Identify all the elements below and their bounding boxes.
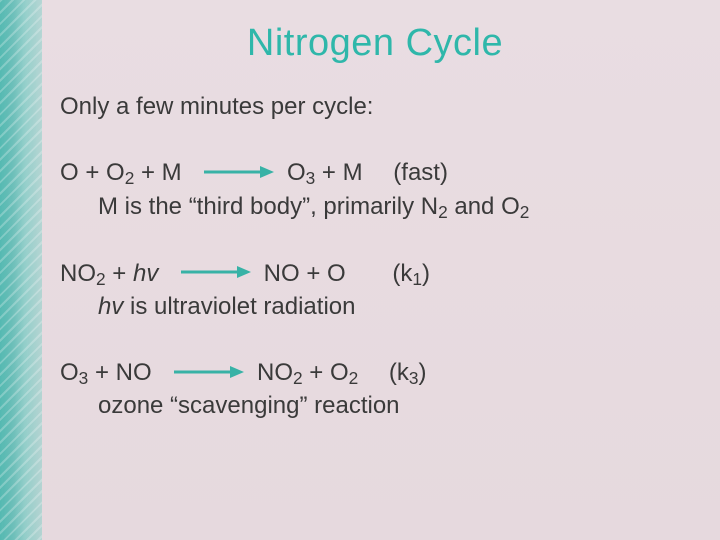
reaction-3-note: ozone “scavenging” reaction	[60, 390, 690, 422]
reaction-1-equation: O + O2 + M O3 + M (fast)	[60, 157, 690, 190]
reaction-1-rate: (fast)	[393, 159, 448, 186]
slide-content: Nitrogen Cycle Only a few minutes per cy…	[60, 0, 690, 457]
reaction-2-note: hv is ultraviolet radiation	[60, 291, 690, 323]
reaction-2-equation: NO2 + hv NO + O (k1)	[60, 258, 690, 291]
reaction-2: NO2 + hv NO + O (k1) hv is ultraviolet r…	[60, 258, 690, 324]
left-decorative-strip	[0, 0, 42, 540]
reaction-1-lhs: O + O2 + M	[60, 159, 182, 186]
reaction-3: O3 + NO NO2 + O2 (k3) ozone “scavenging”…	[60, 357, 690, 423]
reaction-3-rate: (k3)	[389, 359, 427, 386]
reaction-1-rhs: O3 + M	[287, 159, 363, 186]
reaction-2-rate: (k1)	[392, 260, 430, 287]
slide: Nitrogen Cycle Only a few minutes per cy…	[0, 0, 720, 540]
reaction-3-lhs: O3 + NO	[60, 359, 152, 386]
reaction-3-rhs: NO2 + O2	[257, 359, 358, 386]
slide-title: Nitrogen Cycle	[60, 22, 690, 65]
reaction-1: O + O2 + M O3 + M (fast) M is the “third…	[60, 157, 690, 223]
arrow-icon	[179, 264, 251, 280]
reaction-1-note: M is the “third body”, primarily N2 and …	[60, 191, 690, 224]
arrow-icon	[172, 364, 244, 380]
reaction-2-rhs: NO + O	[264, 260, 346, 287]
reaction-2-lhs: NO2 + hv	[60, 260, 158, 287]
reaction-3-equation: O3 + NO NO2 + O2 (k3)	[60, 357, 690, 390]
intro-line: Only a few minutes per cycle:	[60, 91, 690, 123]
arrow-icon	[202, 164, 274, 180]
